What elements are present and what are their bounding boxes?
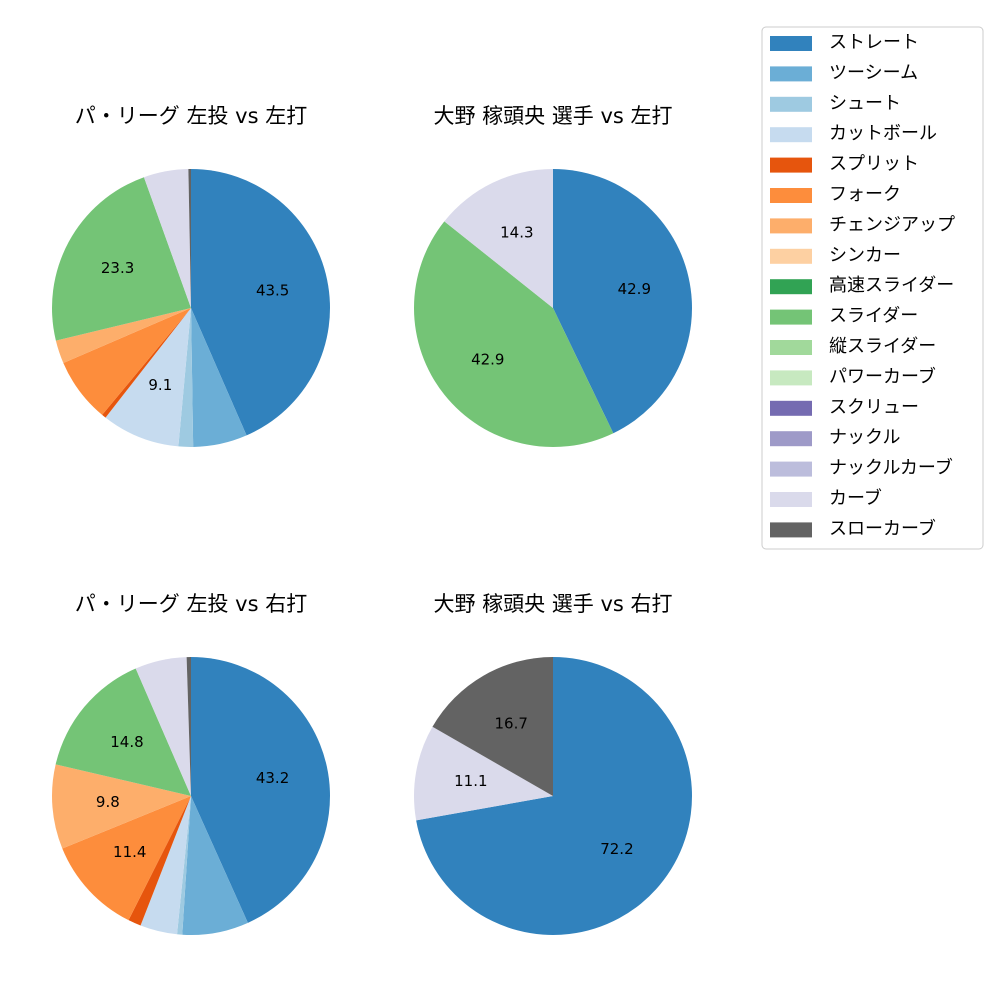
legend-swatch <box>770 218 812 234</box>
legend-label: ストレート <box>829 32 919 53</box>
legend-swatch <box>770 400 812 416</box>
legend-label: パワーカーブ <box>829 365 936 387</box>
slice-label: 9.8 <box>96 793 120 811</box>
pie-slice <box>444 169 553 308</box>
pie-slice <box>51 764 191 849</box>
legend: ストレートツーシームシュートカットボールスプリットフォークチェンジアップシンカー… <box>761 26 984 550</box>
pie-slice <box>55 308 191 363</box>
pie-slice <box>182 796 248 935</box>
legend-label: シュート <box>829 93 901 114</box>
pie-slice <box>553 169 692 434</box>
legend-swatch <box>770 127 812 143</box>
legend-label: スプリット <box>829 154 919 175</box>
legend-label: カーブ <box>829 487 882 509</box>
pie-slice <box>105 308 191 447</box>
legend-label: ツーシーム <box>829 62 918 83</box>
legend-label: ナックルカーブ <box>829 457 953 479</box>
legend-swatch <box>770 66 812 82</box>
pie-slice <box>414 726 553 821</box>
slice-label: 72.2 <box>600 840 633 858</box>
legend-label: フォーク <box>829 184 901 205</box>
slice-label: 43.2 <box>256 769 289 787</box>
legend-swatch <box>770 96 812 112</box>
legend-swatch <box>770 248 812 264</box>
pie-slice <box>140 796 191 935</box>
legend-label: 縦スライダー <box>829 336 936 357</box>
legend-label: スクリュー <box>829 397 919 418</box>
slice-label: 42.9 <box>618 280 651 298</box>
slice-label: 42.9 <box>471 350 504 368</box>
pie-slice <box>178 308 194 447</box>
legend-swatch <box>770 36 812 51</box>
legend-swatch <box>770 340 812 355</box>
pie-slice <box>102 308 191 418</box>
legend-swatch <box>770 309 812 325</box>
legend-label: 高速スライダー <box>829 275 954 296</box>
chart-title: 大野 稼頭央 選手 vs 右打 <box>433 592 672 616</box>
pie-slice <box>135 657 191 796</box>
chart-title: パ・リーグ 左投 vs 左打 <box>75 104 307 128</box>
legend-label: シンカー <box>829 245 901 266</box>
legend-frame <box>761 26 984 550</box>
pie-slice <box>52 177 192 341</box>
slice-label: 23.3 <box>101 259 134 277</box>
pie-slice <box>63 308 191 415</box>
slice-label: 11.4 <box>113 843 146 861</box>
pie-slice <box>62 796 191 921</box>
chart-title: 大野 稼頭央 選手 vs 左打 <box>433 104 672 128</box>
legend-label: カットボール <box>829 123 937 144</box>
legend-label: スライダー <box>829 306 918 327</box>
pie-slice <box>188 169 191 308</box>
pie-slice <box>186 657 191 796</box>
legend-swatch <box>770 461 812 477</box>
slice-label: 11.1 <box>454 772 487 790</box>
legend-swatch <box>770 522 812 538</box>
legend-label: スローカーブ <box>829 517 936 539</box>
slice-label: 16.7 <box>495 714 528 732</box>
pie-slice <box>191 169 331 436</box>
slice-label: 14.8 <box>110 733 143 751</box>
slice-label: 43.5 <box>256 281 289 299</box>
pie-slice <box>432 657 553 796</box>
pie-slice <box>413 221 614 448</box>
slice-label: 9.1 <box>148 376 172 394</box>
pie-slice <box>143 169 191 308</box>
pie-slice <box>191 657 330 923</box>
legend-label: チェンジアップ <box>829 214 955 235</box>
legend-swatch <box>770 492 812 507</box>
legend-swatch <box>770 279 812 295</box>
legend-swatch <box>770 157 812 173</box>
legend-swatch <box>770 431 812 447</box>
pie-slice <box>128 796 191 926</box>
pie-slice <box>177 796 191 935</box>
legend-swatch <box>770 188 812 203</box>
pie-slice <box>191 308 247 447</box>
legend-swatch <box>770 370 812 386</box>
slice-label: 14.3 <box>500 223 533 241</box>
pie-slice <box>416 657 692 935</box>
legend-label: ナックル <box>829 427 900 448</box>
pie-slice <box>55 668 192 796</box>
chart-title: パ・リーグ 左投 vs 右打 <box>75 592 307 616</box>
